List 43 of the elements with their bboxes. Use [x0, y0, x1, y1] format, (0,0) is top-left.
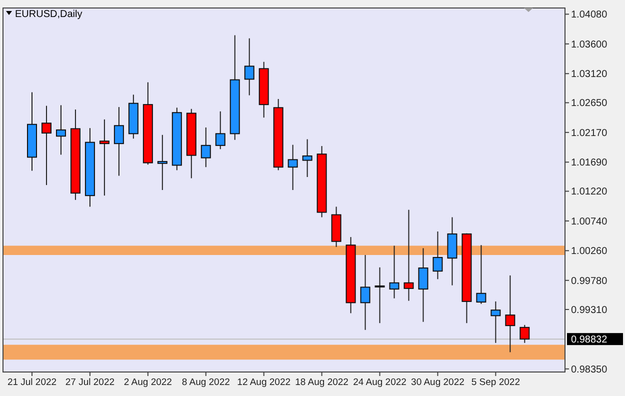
- y-tick-label: 1.00260: [571, 246, 608, 258]
- x-tick-label: 24 Aug 2022: [353, 377, 406, 388]
- candlestick: [200, 126, 211, 168]
- y-tick-label: 0.99310: [571, 304, 608, 316]
- candlestick: [432, 230, 443, 280]
- y-tick-label: 0.99780: [571, 276, 608, 287]
- ref-line-label: 0.98832: [571, 334, 608, 346]
- candlestick: [520, 324, 530, 344]
- y-tick-label: 1.02170: [571, 128, 608, 139]
- x-tick-label: 27 Jul 2022: [65, 377, 115, 388]
- candlestick: [490, 300, 501, 344]
- x-tick-label: 5 Sep 2022: [471, 377, 520, 388]
- x-tick-label: 30 Aug 2022: [411, 377, 464, 388]
- candlestick: [374, 266, 385, 324]
- y-tick-label: 1.04080: [571, 10, 608, 21]
- y-tick-label: 1.02650: [571, 98, 608, 110]
- x-tick-label: 18 Aug 2022: [295, 377, 348, 388]
- candlestick: [114, 106, 124, 176]
- y-tick-label: 1.00740: [571, 216, 608, 228]
- candlestick: [505, 274, 516, 353]
- candlestick: [41, 105, 52, 186]
- y-tick-label: 1.01220: [571, 186, 608, 198]
- candlestick: [360, 254, 370, 330]
- y-tick-label: 1.01690: [571, 158, 608, 169]
- candlestick: [56, 104, 66, 156]
- x-tick-label: 8 Aug 2022: [182, 377, 230, 388]
- candlestick: [418, 248, 428, 322]
- y-tick-label: 0.98350: [571, 364, 608, 376]
- x-tick-label: 12 Aug 2022: [237, 377, 291, 388]
- candlestick: [302, 138, 312, 178]
- candlestick: [99, 118, 110, 196]
- candlestick: [476, 244, 486, 304]
- x-tick-label: 2 Aug 2022: [124, 377, 172, 388]
- candlestick: [288, 144, 298, 190]
- x-tick-label: 21 Jul 2022: [7, 377, 57, 388]
- candlestick: [244, 38, 254, 96]
- candlestick: [157, 134, 168, 190]
- candlestick: [215, 110, 226, 150]
- y-tick-label: 1.03120: [571, 69, 608, 80]
- chart-title: EURUSD,Daily: [15, 9, 82, 20]
- candlestick: [389, 245, 400, 299]
- candlestick: [404, 209, 414, 302]
- y-tick-label: 1.03600: [571, 39, 608, 50]
